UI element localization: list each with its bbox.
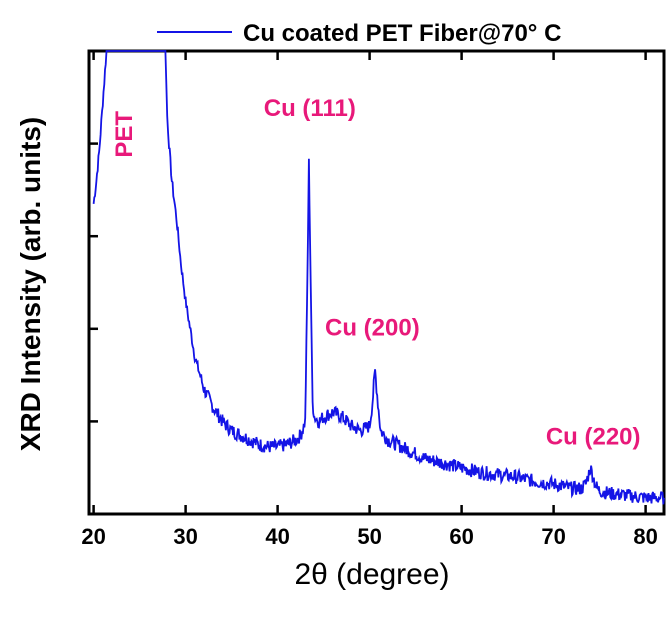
peak-annotations: PET Cu (111) Cu (200) Cu (220): [111, 95, 640, 451]
x-tick-label: 80: [633, 524, 657, 549]
series-line-cu-coated-pet: [92, 50, 665, 505]
legend-label: Cu coated PET Fiber@70° C: [243, 20, 561, 47]
x-tick-label: 20: [81, 524, 105, 549]
x-tick-label: 60: [449, 524, 473, 549]
y-ticks: [89, 142, 98, 423]
peak-label-1: Cu (111): [264, 95, 356, 122]
x-tick-label: 50: [357, 524, 381, 549]
x-tick-label: 40: [265, 524, 289, 549]
peak-label-2: Cu (200): [325, 315, 420, 342]
peak-label-0: PET: [111, 111, 138, 158]
x-tick-label: 70: [541, 524, 565, 549]
x-ticks: [92, 51, 647, 514]
x-tick-label: 30: [173, 524, 197, 549]
plot-frame: [87, 49, 666, 516]
x-tick-labels: 20 30 40 50 60 70 80: [81, 524, 657, 549]
y-axis-label: XRD Intensity (arb. units): [15, 117, 46, 451]
peak-label-3: Cu (220): [546, 424, 641, 451]
x-axis-label: 2θ (degree): [294, 558, 449, 591]
